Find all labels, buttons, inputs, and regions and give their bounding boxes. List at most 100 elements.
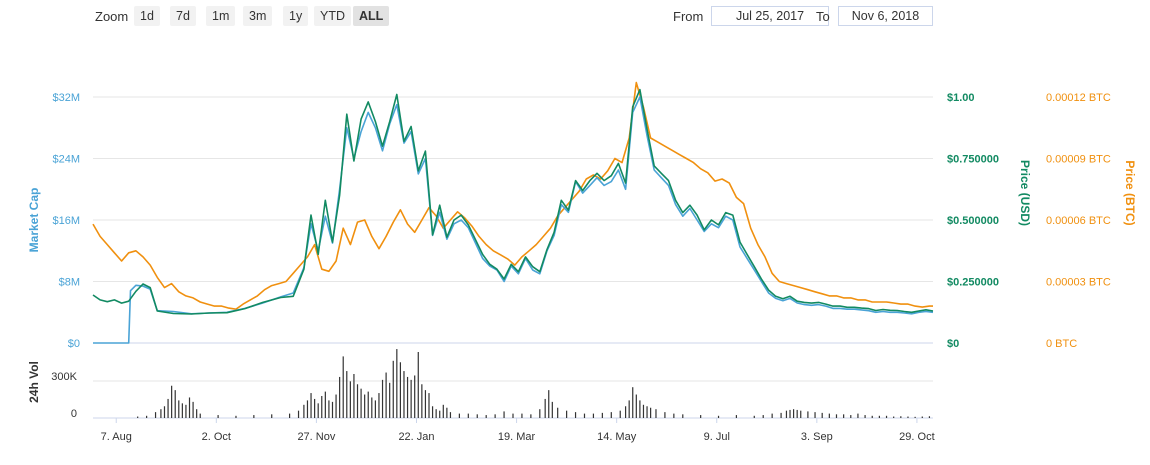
volume-bar (406, 376, 409, 418)
volume-bar (331, 401, 334, 418)
volume-bar (610, 412, 612, 418)
market-cap-tick-label: $8M (59, 277, 80, 289)
volume-bar (494, 414, 496, 418)
zoom-label: Zoom (95, 9, 129, 24)
volume-bar (439, 410, 441, 418)
volume-bar (789, 409, 791, 418)
volume-bar (717, 415, 720, 418)
volume-bar (342, 356, 344, 418)
price-btc-series-line (92, 81, 933, 310)
volume-bar (449, 412, 452, 418)
volume-bar (317, 403, 319, 418)
volume-bar (673, 413, 675, 418)
x-tick-label: 3. Sep (801, 431, 833, 443)
volume-bar (632, 387, 634, 418)
volume-bar (424, 390, 427, 418)
zoom-all-button[interactable]: ALL (353, 6, 390, 26)
market-cap-tick-label: $24M (52, 154, 80, 166)
volume-bar (458, 413, 460, 418)
volume-bar (381, 379, 384, 418)
volume-bar (807, 411, 809, 418)
volume-bar (857, 413, 859, 418)
volume-bar (188, 397, 191, 418)
volume-bar (530, 414, 532, 418)
volume-bar (374, 400, 376, 418)
volume-bar (349, 381, 351, 418)
price-btc-tick-label: 0.00003 BTC (1046, 277, 1111, 289)
zoom-1m-button[interactable]: 1m (206, 6, 236, 26)
zoom-7d-button[interactable]: 7d (170, 6, 196, 26)
volume-bar (303, 404, 305, 418)
volume-bar (421, 384, 423, 418)
to-date-input[interactable] (838, 6, 933, 26)
volume-bar (850, 415, 852, 418)
x-tick-label: 19. Mar (498, 431, 536, 443)
volume-bar (753, 415, 755, 418)
volume-bar (557, 407, 559, 418)
volume-bar (235, 415, 237, 418)
volume-bar (428, 393, 430, 418)
volume-bar (196, 409, 198, 418)
volume-bar (539, 409, 541, 418)
volume-bar (314, 398, 316, 418)
volume-bar (476, 414, 478, 418)
volume-bar (389, 382, 391, 418)
volume-bar (417, 352, 419, 418)
volume-bar (378, 393, 380, 418)
volume-bar (399, 362, 402, 418)
volume-bar (639, 400, 641, 418)
zoom-ytd-button[interactable]: YTD (314, 6, 351, 26)
volume-bar (324, 391, 326, 418)
volume-bar (353, 374, 355, 418)
volume-bar (900, 416, 902, 418)
volume-bar (346, 371, 348, 418)
volume-bar (642, 404, 645, 418)
volume-bar (253, 415, 255, 418)
volume-bar (356, 384, 359, 418)
volume-bar (137, 416, 139, 418)
volume-bar (655, 409, 657, 418)
zoom-1d-button[interactable]: 1d (134, 6, 160, 26)
volume-axis-title: 24h Vol (27, 361, 41, 403)
volume-bar (392, 360, 394, 418)
volume-bar (814, 412, 816, 418)
to-label: To (816, 9, 830, 24)
price-usd-axis-title: Price (USD) (1018, 160, 1032, 226)
from-label: From (673, 9, 704, 24)
volume-bar (796, 409, 798, 418)
volume-bar (364, 394, 366, 418)
zoom-1y-button[interactable]: 1y (283, 6, 309, 26)
volume-bar (864, 415, 866, 418)
zoom-3m-button[interactable]: 3m (243, 6, 273, 26)
volume-bar (310, 393, 312, 418)
volume-bar (306, 400, 309, 418)
volume-bar (878, 415, 880, 418)
volume-bar (174, 390, 176, 418)
volume-bar (785, 410, 788, 418)
volume-bar (146, 415, 148, 418)
volume-bar (435, 409, 437, 418)
market-cap-tick-label: $32M (52, 92, 80, 104)
price-usd-series-line (92, 88, 934, 315)
volume-bar (635, 394, 637, 418)
volume-bar (624, 406, 627, 418)
volume-bar (646, 406, 648, 418)
volume-bar (185, 404, 187, 418)
volume-bar (885, 415, 888, 418)
from-date-input[interactable] (711, 6, 829, 26)
volume-tick-label: 300K (51, 371, 77, 383)
volume-bar (601, 412, 603, 418)
volume-bar (385, 372, 387, 418)
volume-bar (521, 413, 523, 418)
volume-bar (178, 400, 180, 418)
volume-bar (442, 404, 444, 418)
price-usd-tick-label: $0.500000 (947, 215, 999, 227)
volume-bar (181, 403, 183, 418)
x-tick-label: 7. Aug (101, 431, 132, 443)
price-usd-tick-label: $0 (947, 338, 959, 350)
volume-bar (650, 407, 652, 418)
price-btc-tick-label: 0.00009 BTC (1046, 154, 1111, 166)
volume-bar (821, 412, 823, 418)
volume-bar (503, 411, 505, 418)
volume-bar (907, 416, 909, 418)
